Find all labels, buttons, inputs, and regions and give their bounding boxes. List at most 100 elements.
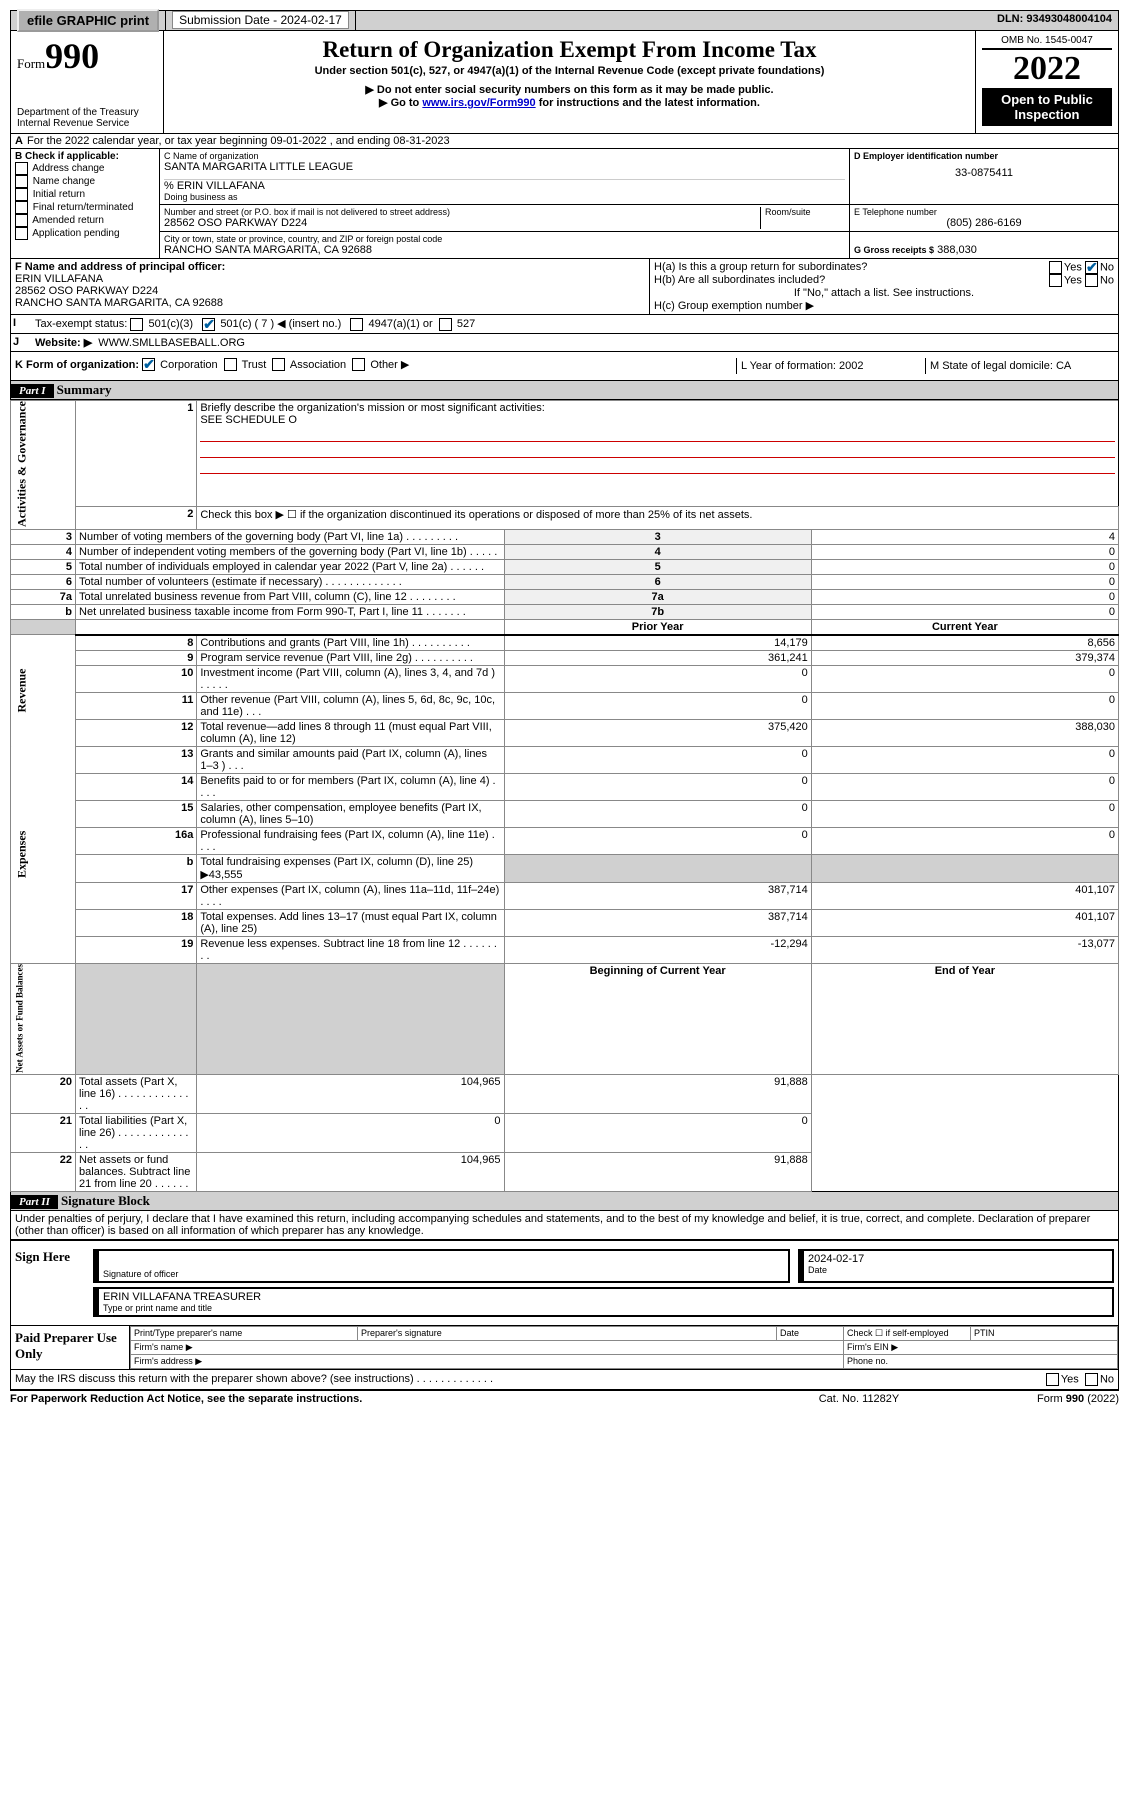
d-ein-label: D Employer identification number xyxy=(854,151,1114,161)
4947-checkbox[interactable] xyxy=(350,318,363,331)
street-address: 28562 OSO PARKWAY D224 xyxy=(164,217,760,229)
line2-text: Check this box ▶ ☐ if the organization d… xyxy=(197,507,1119,529)
f-h-block: F Name and address of principal officer:… xyxy=(10,259,1119,315)
check-b-column: B Check if applicable: Address change Na… xyxy=(11,149,160,258)
phone-value: (805) 286-6169 xyxy=(854,217,1114,229)
sign-here-label: Sign Here xyxy=(15,1249,85,1317)
open-public-label: Open to Public Inspection xyxy=(982,88,1112,126)
sig-officer-label: Signature of officer xyxy=(103,1269,784,1279)
form990-label: Form990 xyxy=(17,35,157,77)
hb-yes-checkbox[interactable] xyxy=(1049,274,1062,287)
part1-header: Part I Summary xyxy=(10,381,1119,400)
f-label: F Name and address of principal officer: xyxy=(15,261,225,273)
subtitle-2: ▶ Do not enter social security numbers o… xyxy=(170,83,969,96)
pt-name-label: Print/Type preparer's name xyxy=(131,1327,358,1341)
form-header: Form990 Department of the Treasury Inter… xyxy=(10,31,1119,134)
trust-checkbox[interactable] xyxy=(224,358,237,371)
room-suite-label: Room/suite xyxy=(760,207,845,229)
paid-preparer-block: Paid Preparer Use Only Print/Type prepar… xyxy=(10,1326,1119,1370)
checkb-option[interactable] xyxy=(15,175,28,188)
irs-no-checkbox[interactable] xyxy=(1085,1373,1098,1386)
dept-label: Department of the Treasury xyxy=(17,107,157,118)
checkb-option[interactable] xyxy=(15,162,28,175)
checkb-option[interactable] xyxy=(15,227,28,240)
g-gross-label: G Gross receipts $ xyxy=(854,245,934,255)
side-netassets: Net Assets or Fund Balances xyxy=(11,963,76,1075)
hb-no-checkbox[interactable] xyxy=(1085,274,1098,287)
pra-notice: For Paperwork Reduction Act Notice, see … xyxy=(10,1393,759,1405)
top-bar: efile GRAPHIC print Submission Date - 20… xyxy=(10,10,1119,31)
pt-check-label: Check ☐ if self-employed xyxy=(844,1327,971,1341)
omb-label: OMB No. 1545-0047 xyxy=(982,35,1112,49)
line-j: J Website: ▶ WWW.SMLLBASEBALL.ORG xyxy=(10,334,1119,352)
c-name-label: C Name of organization xyxy=(164,151,845,161)
assoc-checkbox[interactable] xyxy=(272,358,285,371)
checkb-option[interactable] xyxy=(15,188,28,201)
other-checkbox[interactable] xyxy=(352,358,365,371)
corp-checkbox[interactable] xyxy=(142,358,155,371)
side-expenses: Expenses xyxy=(11,746,76,963)
type-name-label: Type or print name and title xyxy=(103,1303,1108,1313)
ha-no-checkbox[interactable] xyxy=(1085,261,1098,274)
pt-sig-label: Preparer's signature xyxy=(358,1327,777,1341)
entity-block: B Check if applicable: Address change Na… xyxy=(10,149,1119,259)
org-name: SANTA MARGARITA LITTLE LEAGUE xyxy=(164,161,845,173)
501c-checkbox[interactable] xyxy=(202,318,215,331)
officer-addr2: RANCHO SANTA MARGARITA, CA 92688 xyxy=(15,297,645,309)
sig-date-label: Date xyxy=(808,1265,1108,1275)
city-label: City or town, state or province, country… xyxy=(164,234,845,244)
may-irs-row: May the IRS discuss this return with the… xyxy=(10,1370,1119,1391)
form-footer: Form 990 (2022) xyxy=(959,1393,1119,1405)
subtitle-1: Under section 501(c), 527, or 4947(a)(1)… xyxy=(170,65,969,77)
officer-addr1: 28562 OSO PARKWAY D224 xyxy=(15,285,645,297)
checkb-option[interactable] xyxy=(15,201,28,214)
form-title: Return of Organization Exempt From Incom… xyxy=(170,37,969,63)
checkb-option[interactable] xyxy=(15,214,28,227)
ptin-label: PTIN xyxy=(971,1327,1118,1341)
sign-here-block: Sign Here Signature of officer 2024-02-1… xyxy=(10,1241,1119,1326)
527-checkbox[interactable] xyxy=(439,318,452,331)
firm-addr-label: Firm's address ▶ xyxy=(131,1355,844,1369)
paid-preparer-label: Paid Preparer Use Only xyxy=(11,1326,129,1369)
footer-row: For Paperwork Reduction Act Notice, see … xyxy=(10,1391,1119,1407)
addr-label: Number and street (or P.O. box if mail i… xyxy=(164,207,760,217)
irs-label: Internal Revenue Service xyxy=(17,118,157,129)
irs-yes-checkbox[interactable] xyxy=(1046,1373,1059,1386)
part2-header: Part II Signature Block xyxy=(10,1192,1119,1211)
hb-note: If "No," attach a list. See instructions… xyxy=(654,287,1114,299)
ein-value: 33-0875411 xyxy=(854,167,1114,179)
tax-year: 2022 xyxy=(982,49,1112,88)
year-formation: L Year of formation: 2002 xyxy=(736,358,926,374)
city-value: RANCHO SANTA MARGARITA, CA 92688 xyxy=(164,244,845,256)
declaration-text: Under penalties of perjury, I declare th… xyxy=(10,1211,1119,1241)
subtitle-3: ▶ Go to www.irs.gov/Form990 for instruct… xyxy=(170,96,969,109)
ha-label: H(a) Is this a group return for subordin… xyxy=(654,261,1049,274)
dba-label: Doing business as xyxy=(164,192,845,202)
gross-receipts-value: 388,030 xyxy=(937,244,977,256)
line-klm: K Form of organization: Corporation Trus… xyxy=(10,352,1119,381)
sig-date-value: 2024-02-17 xyxy=(808,1253,1108,1265)
officer-name: ERIN VILLAFANA xyxy=(15,273,645,285)
state-domicile: M State of legal domicile: CA xyxy=(926,358,1114,374)
side-revenue: Revenue xyxy=(11,635,76,747)
501c3-checkbox[interactable] xyxy=(130,318,143,331)
part1-table: Activities & Governance 1 Briefly descri… xyxy=(10,400,1119,1193)
hb-label: H(b) Are all subordinates included? xyxy=(654,274,1049,287)
pt-date-label: Date xyxy=(777,1327,844,1341)
care-of: % ERIN VILLAFANA xyxy=(164,179,845,192)
side-governance: Activities & Governance xyxy=(11,400,76,529)
dln-label: DLN: 93493048004104 xyxy=(991,11,1118,30)
website-value: WWW.SMLLBASEBALL.ORG xyxy=(98,337,245,349)
ha-yes-checkbox[interactable] xyxy=(1049,261,1062,274)
hc-label: H(c) Group exemption number ▶ xyxy=(654,299,1114,312)
e-phone-label: E Telephone number xyxy=(854,207,1114,217)
officer-name-title: ERIN VILLAFANA TREASURER xyxy=(103,1291,1108,1303)
irs-link[interactable]: www.irs.gov/Form990 xyxy=(422,97,535,109)
firm-name-label: Firm's name ▶ xyxy=(131,1341,844,1355)
submission-date-button[interactable]: Submission Date - 2024-02-17 xyxy=(172,11,349,29)
line-i: I Tax-exempt status: 501(c)(3) 501(c) ( … xyxy=(10,315,1119,334)
cat-no: Cat. No. 11282Y xyxy=(759,1393,959,1405)
efile-button[interactable]: efile GRAPHIC print xyxy=(17,9,159,32)
mission-value: SEE SCHEDULE O xyxy=(200,414,297,426)
line-a: A For the 2022 calendar year, or tax yea… xyxy=(10,134,1119,149)
